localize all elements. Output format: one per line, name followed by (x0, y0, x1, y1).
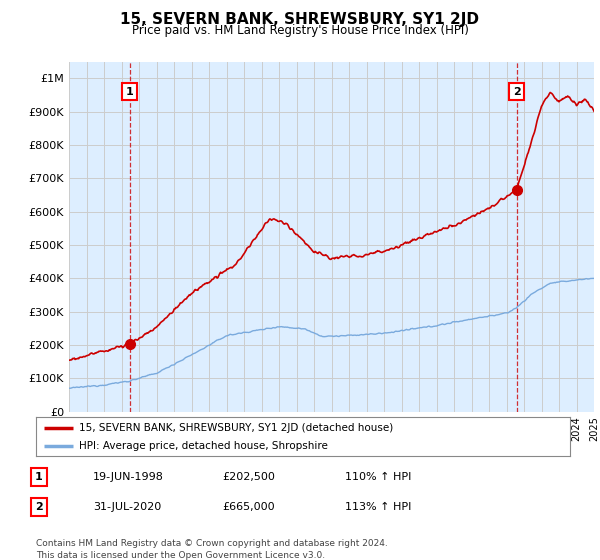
Text: 15, SEVERN BANK, SHREWSBURY, SY1 2JD (detached house): 15, SEVERN BANK, SHREWSBURY, SY1 2JD (de… (79, 423, 393, 433)
Text: 31-JUL-2020: 31-JUL-2020 (93, 502, 161, 512)
Text: 110% ↑ HPI: 110% ↑ HPI (345, 472, 412, 482)
Text: 1: 1 (126, 87, 134, 97)
Text: £202,500: £202,500 (222, 472, 275, 482)
Text: 2: 2 (513, 87, 521, 97)
Text: Price paid vs. HM Land Registry's House Price Index (HPI): Price paid vs. HM Land Registry's House … (131, 24, 469, 36)
Text: 19-JUN-1998: 19-JUN-1998 (93, 472, 164, 482)
Text: £665,000: £665,000 (222, 502, 275, 512)
Text: 1: 1 (35, 472, 43, 482)
Text: HPI: Average price, detached house, Shropshire: HPI: Average price, detached house, Shro… (79, 441, 328, 451)
Text: 2: 2 (35, 502, 43, 512)
Text: 15, SEVERN BANK, SHREWSBURY, SY1 2JD: 15, SEVERN BANK, SHREWSBURY, SY1 2JD (121, 12, 479, 27)
Text: 113% ↑ HPI: 113% ↑ HPI (345, 502, 412, 512)
Text: Contains HM Land Registry data © Crown copyright and database right 2024.
This d: Contains HM Land Registry data © Crown c… (36, 539, 388, 559)
